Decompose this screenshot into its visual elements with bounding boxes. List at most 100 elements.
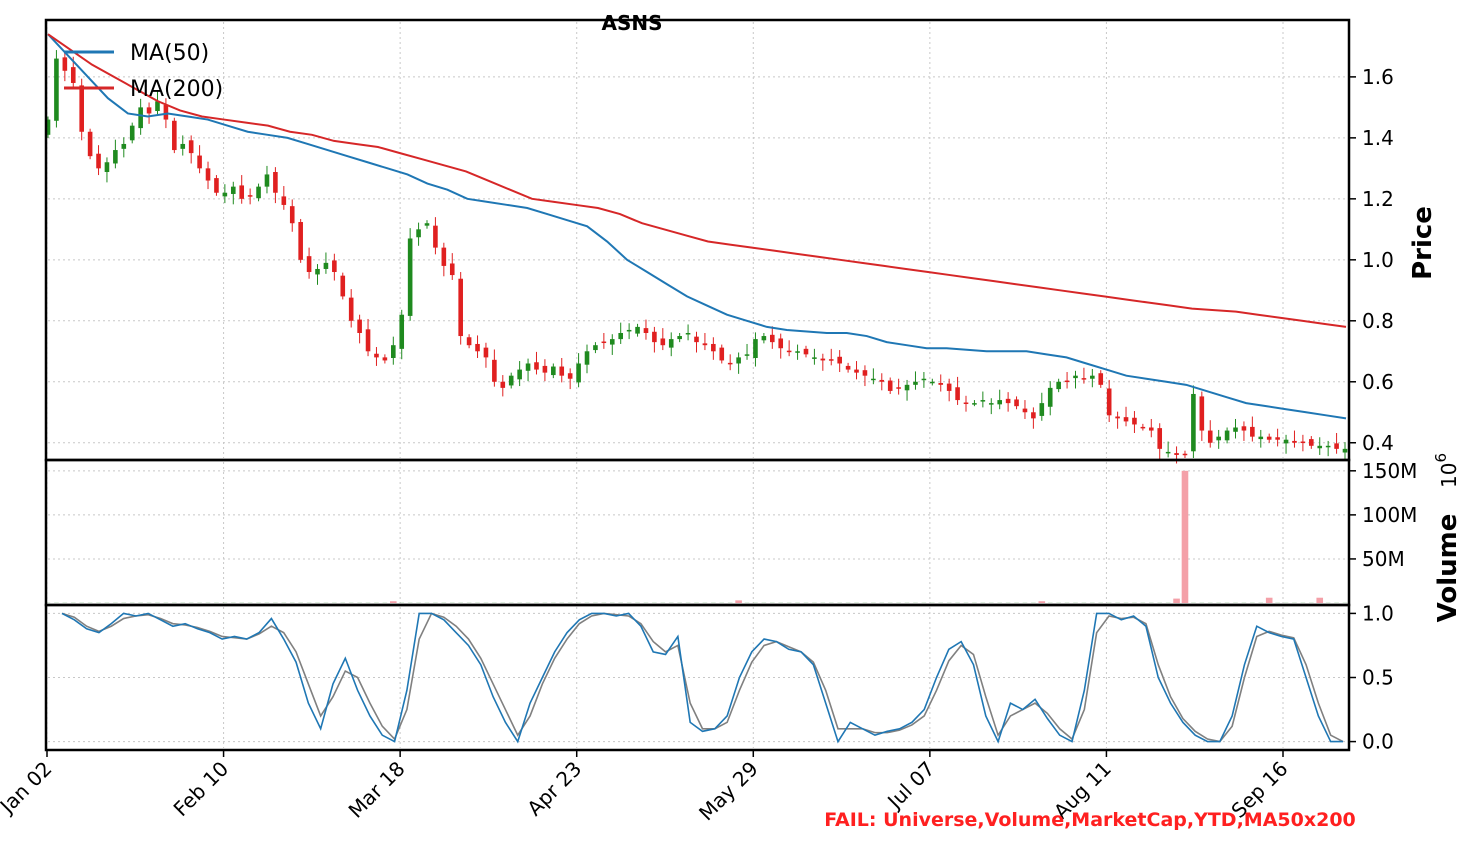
volume-bar: [1207, 602, 1213, 603]
volume-bar: [854, 602, 859, 603]
volume-bar: [332, 602, 337, 603]
candle-body: [1081, 378, 1087, 380]
volume-bar: [694, 602, 699, 603]
volume-bar: [323, 602, 329, 603]
candle-body: [475, 343, 480, 352]
candle-body: [306, 256, 312, 273]
candle-body: [879, 379, 885, 382]
volume-bar: [1047, 602, 1053, 603]
volume-bar: [492, 602, 497, 603]
volume-spike-bar: [1038, 601, 1046, 603]
candle-body: [433, 225, 438, 248]
volume-spike-bar: [390, 601, 397, 603]
volume-bar: [626, 602, 632, 603]
candle-body: [534, 362, 539, 370]
volume-tick-label: 50M: [1362, 547, 1405, 571]
volume-bar: [635, 602, 640, 603]
candle-body: [753, 339, 758, 358]
candle-body: [138, 107, 143, 129]
volume-bar: [374, 602, 379, 603]
volume-bar: [786, 602, 792, 603]
volume-bar: [449, 602, 455, 603]
candle-body: [449, 263, 455, 276]
volume-bar: [79, 602, 84, 603]
candle-body: [54, 58, 59, 121]
x-tick-label: Jan 02: [0, 757, 57, 820]
candle-body: [997, 400, 1002, 405]
candle-body: [1309, 439, 1314, 446]
price-tick-label: 1.0: [1362, 248, 1394, 272]
volume-bar: [1106, 602, 1112, 603]
candle-body: [930, 381, 935, 384]
candle-body: [365, 329, 371, 352]
volume-bar: [121, 602, 127, 603]
volume-bar: [1073, 602, 1078, 603]
candle-body: [1224, 430, 1230, 441]
candle-body: [913, 381, 918, 385]
candle-body: [904, 384, 910, 391]
volume-bar: [1148, 602, 1154, 603]
volume-bar: [1098, 602, 1104, 603]
candle-body: [1216, 436, 1221, 441]
candle-body: [744, 354, 750, 356]
candle-body: [96, 153, 101, 169]
legend: MA(50) MA(200): [64, 41, 223, 102]
volume-bar: [652, 602, 657, 603]
candle-body: [980, 400, 986, 402]
candle-body: [938, 382, 944, 385]
candle-body: [862, 370, 868, 376]
volume-bar: [921, 602, 927, 603]
candle-body: [70, 67, 76, 83]
candle-body: [180, 143, 186, 149]
volume-bar: [828, 602, 834, 603]
candle-body: [1258, 436, 1264, 440]
candle-body: [719, 347, 725, 361]
volume-bar: [584, 602, 590, 603]
volume-bar: [188, 602, 194, 603]
candle-body: [668, 339, 674, 348]
candle-body: [399, 314, 405, 349]
volume-bar: [1157, 602, 1163, 603]
candle-body: [332, 260, 337, 273]
volume-bar: [407, 602, 413, 603]
volume-bar: [155, 602, 160, 603]
candle-body: [618, 332, 624, 340]
volume-spike-bar: [1265, 597, 1273, 603]
candle-body: [1283, 439, 1289, 444]
volume-bar: [601, 602, 607, 603]
candle-body: [786, 350, 792, 353]
volume-bar: [685, 602, 691, 603]
candle-body: [391, 345, 396, 358]
volume-bar: [593, 602, 598, 603]
candle-body: [1233, 427, 1238, 432]
axes-layer: Jan 02 Feb 10 Mar 18 Apr 23 May 29 Jul 07 Aug …: [0, 65, 1417, 825]
volume-bar: [433, 602, 438, 603]
volume-spike-bar: [1173, 598, 1180, 603]
volume-bar: [1090, 602, 1095, 603]
candle-body: [1342, 448, 1348, 453]
volume-bar: [298, 602, 303, 603]
candle-body: [1250, 426, 1255, 437]
candle-body: [820, 358, 826, 361]
volume-bar: [542, 602, 548, 603]
volume-spike-bar: [1316, 597, 1324, 603]
candle-body: [1073, 375, 1078, 379]
volume-bar: [1014, 602, 1019, 603]
candle-body: [567, 373, 573, 379]
volume-bar: [820, 602, 826, 603]
candle-body: [955, 387, 960, 401]
candle-body: [1199, 396, 1205, 431]
candle-body: [1115, 416, 1120, 419]
candle-body: [1207, 430, 1213, 443]
volume-offset-label: 106: [1432, 453, 1461, 488]
candle-body: [584, 351, 590, 365]
candle-body: [559, 366, 565, 376]
volume-bar: [576, 602, 581, 603]
candle-body: [62, 57, 68, 71]
candle-body: [416, 229, 421, 238]
candle-body: [466, 337, 472, 346]
candle-body: [458, 278, 463, 337]
price-tick-label: 0.4: [1362, 431, 1394, 455]
candle-body: [643, 328, 649, 333]
volume-bar: [1300, 602, 1306, 603]
